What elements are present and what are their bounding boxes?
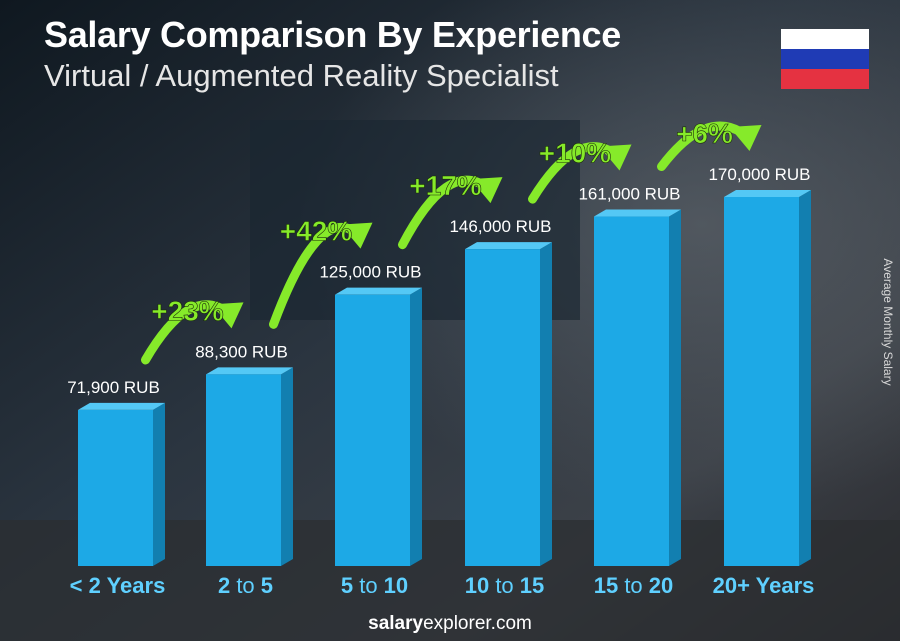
- bar-side: [410, 287, 422, 566]
- bar-side: [153, 402, 165, 566]
- bar: [724, 197, 799, 566]
- bar-value-label: 88,300 RUB: [195, 342, 288, 361]
- bar: [78, 409, 153, 566]
- bar-top: [724, 190, 811, 197]
- flag-stripe-blue: [781, 49, 869, 69]
- percent-change-label: +6%: [676, 118, 733, 149]
- bar-top: [335, 287, 422, 295]
- footer-brand-rest: explorer.com: [423, 613, 532, 634]
- x-tick-label: 5 to 10: [341, 573, 408, 598]
- bar-side: [540, 242, 552, 566]
- bar-top: [465, 242, 552, 250]
- bar: [465, 249, 540, 566]
- bar: [335, 294, 410, 566]
- footer-brand-bold: salary: [368, 613, 424, 634]
- bar-value-label: 161,000 RUB: [578, 185, 680, 204]
- y-axis-label: Average Monthly Salary: [881, 258, 895, 386]
- percent-change-label: +23%: [151, 295, 223, 326]
- bar: [206, 374, 281, 566]
- bar-value-label: 170,000 RUB: [708, 165, 810, 184]
- change-arrowhead: [599, 144, 632, 171]
- percent-change-label: +10%: [539, 138, 611, 169]
- russia-flag-icon: [781, 29, 869, 89]
- percent-change-label: +42%: [280, 216, 352, 247]
- bar-top: [594, 209, 681, 217]
- x-tick-label: 15 to 20: [594, 573, 674, 598]
- percent-change-label: +17%: [409, 170, 481, 201]
- footer-brand: salaryexplorer.com: [0, 613, 900, 635]
- bar: [594, 216, 669, 567]
- change-arrowhead: [470, 177, 503, 204]
- bar-value-label: 71,900 RUB: [67, 378, 160, 397]
- x-tick-label: < 2 Years: [70, 573, 166, 598]
- x-tick-label: 10 to 15: [465, 573, 545, 598]
- chart-title: Salary Comparison By Experience: [44, 14, 621, 55]
- bar-side: [799, 190, 811, 566]
- chart-subtitle: Virtual / Augmented Reality Specialist: [44, 58, 559, 93]
- bar-side: [281, 367, 293, 566]
- bar-value-label: 125,000 RUB: [319, 263, 421, 282]
- flag-stripe-white: [781, 29, 869, 49]
- bar-top: [206, 367, 293, 375]
- change-arrowhead: [211, 302, 244, 329]
- bar-value-label: 146,000 RUB: [449, 217, 551, 236]
- bar-top: [78, 402, 165, 410]
- change-arrowhead: [340, 222, 373, 249]
- change-arrowhead: [729, 125, 762, 151]
- x-tick-label: 20+ Years: [713, 573, 815, 598]
- flag-stripe-red: [781, 69, 869, 89]
- x-tick-label: 2 to 5: [218, 573, 273, 598]
- bar-side: [669, 209, 681, 567]
